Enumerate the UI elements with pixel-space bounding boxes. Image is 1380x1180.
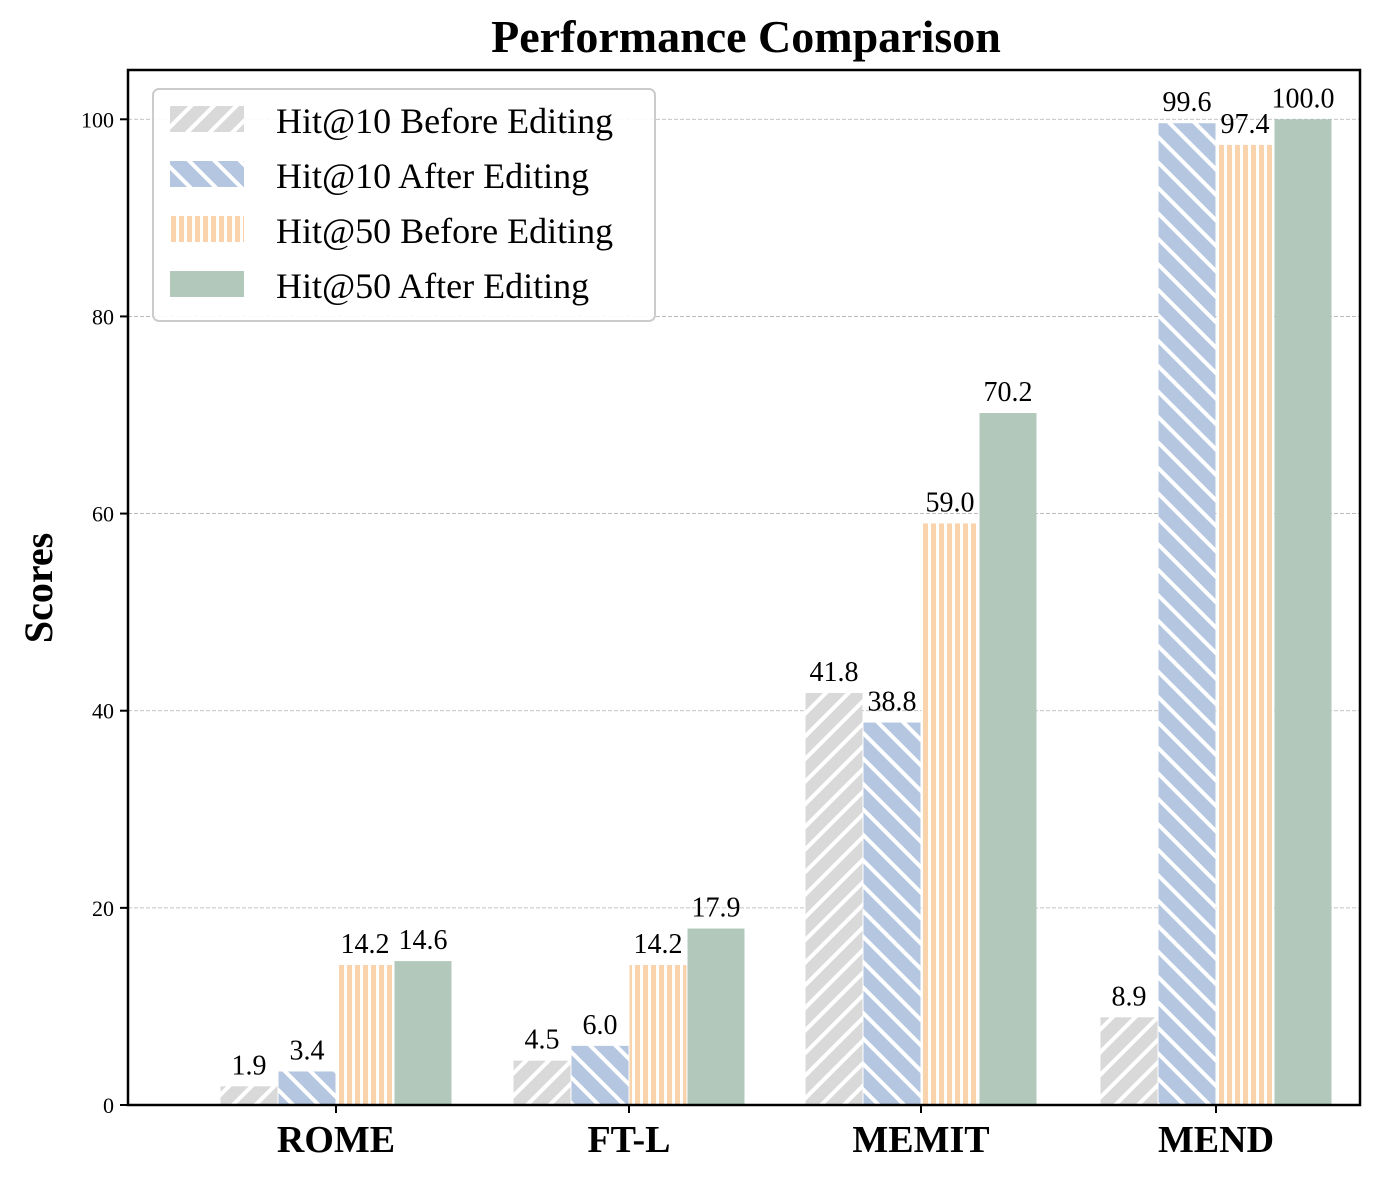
data-label: 3.4 [290,1035,325,1066]
data-label: 14.2 [634,929,683,960]
bar-memit-series-2 [921,523,979,1105]
chart-title: Performance Comparison [491,11,1001,62]
legend-label-hit50-before: Hit@50 Before Editing [276,211,613,251]
legend-label-hit10-before: Hit@10 Before Editing [276,101,613,141]
y-tick-label: 100 [81,107,114,132]
y-tick-label: 60 [92,502,114,527]
bar-memit-series-1 [863,722,921,1105]
x-tick-label: MEMIT [852,1119,989,1161]
legend-swatch-hit50-after [170,271,244,297]
data-label: 14.6 [399,925,448,956]
data-label: 6.0 [583,1010,618,1041]
data-label: 41.8 [810,657,859,688]
data-label: 99.6 [1163,87,1212,118]
legend-swatch-hit50-before [170,216,244,242]
legend-label-hit10-after: Hit@10 After Editing [276,156,589,196]
data-label: 59.0 [926,487,975,518]
legend-label-hit50-after: Hit@50 After Editing [276,266,589,306]
bar-memit-series-3 [979,413,1037,1105]
data-label: 1.9 [232,1050,267,1081]
bar-mend-series-0 [1100,1017,1158,1105]
data-label: 14.2 [341,929,390,960]
legend-swatch-hit10-before [170,106,244,132]
bar-ft-l-series-1 [571,1045,629,1105]
bar-mend-series-3 [1274,119,1332,1106]
bar-mend-series-2 [1216,144,1274,1105]
bar-rome-series-0 [220,1086,278,1105]
x-tick-label: MEND [1158,1119,1274,1161]
plot-frame [126,68,1362,1107]
data-label: 4.5 [525,1025,560,1056]
x-tick-label: ROME [277,1119,395,1161]
data-label: 8.9 [1112,981,1147,1012]
data-label: 70.2 [984,377,1033,408]
legend-box [152,88,656,322]
bar-rome-series-3 [394,961,452,1105]
data-label: 38.8 [868,687,917,718]
bar-ft-l-series-2 [629,965,687,1105]
bars [220,119,1332,1106]
bar-ft-l-series-0 [513,1060,571,1105]
data-label: 100.0 [1272,83,1335,114]
y-axis-label: Scores [16,533,61,643]
data-labels: 1.9 4.5 41.8 8.9 3.4 6.0 38.8 99.6 14.2 14.2 59.0 9… [232,83,1335,1081]
bar-memit-series-0 [805,692,863,1105]
bar-rome-series-1 [278,1071,336,1105]
bar-rome-series-2 [336,965,394,1105]
axes: 0 20 40 60 80 100 ROME FT-L MEMIT MEND [81,68,1362,1161]
bar-mend-series-1 [1158,123,1216,1105]
data-label: 17.9 [692,893,741,924]
y-tick-label: 80 [92,304,114,329]
y-tick-label: 0 [103,1093,114,1118]
legend: Hit@10 Before Editing Hit@10 After Editi… [152,88,656,322]
x-tick-label: FT-L [587,1119,670,1161]
y-tick-label: 40 [92,699,114,724]
data-label: 97.4 [1221,109,1270,140]
bar-ft-l-series-3 [687,928,745,1105]
y-tick-label: 20 [92,896,114,921]
legend-swatch-hit10-after [170,161,244,187]
